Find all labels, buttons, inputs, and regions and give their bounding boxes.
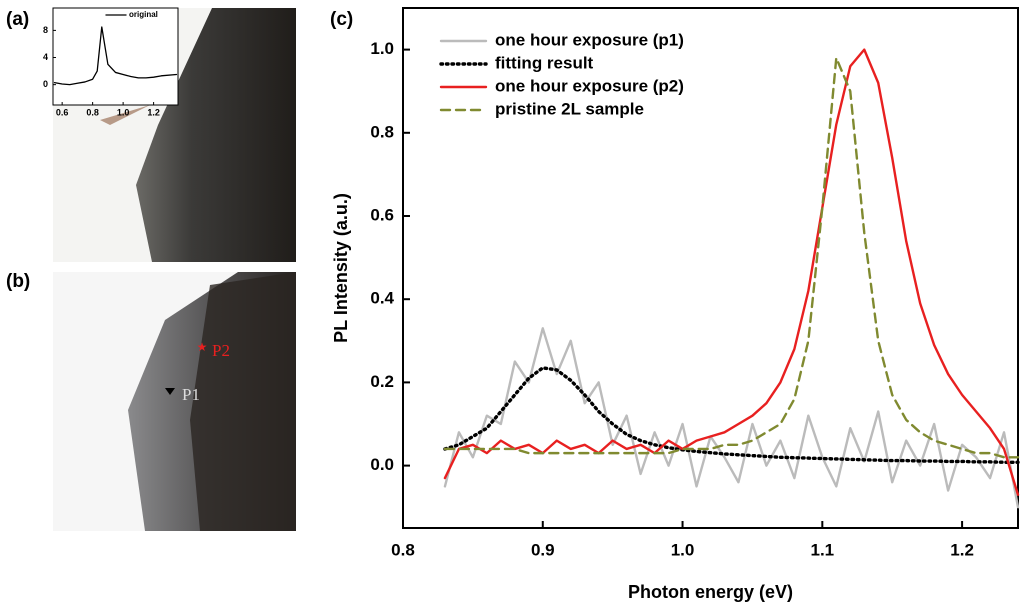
legend-label: one hour exposure (p2) [495,76,684,95]
y-tick-label: 0.2 [370,372,394,391]
x-tick-label: 1.2 [147,107,160,117]
x-tick-label: 0.8 [391,540,415,559]
micrograph-b: ★ P1 P2 [53,272,296,531]
x-tick-label: 1.1 [810,540,834,559]
x-tick-label: 1.2 [950,540,974,559]
y-tick-label: 0.6 [370,205,394,224]
y-tick-label: 0.0 [370,455,394,474]
x-tick-label: 0.6 [56,107,69,117]
panel-label: (c) [330,9,353,30]
series-line [443,327,1020,509]
marker-p2-star: ★ [197,340,208,354]
marker-label: P2 [212,341,230,360]
marker-p1 [165,388,175,395]
legend-label: pristine 2L sample [495,99,644,118]
series-line [443,56,1020,459]
legend-label: original [129,10,158,19]
x-axis-label: Photon energy (eV) [628,582,793,602]
x-tick-label: 1.0 [671,540,695,559]
legend-label: fitting result [495,53,594,72]
series-line [443,48,1020,496]
y-tick-label: 0.4 [370,289,394,308]
y-axis-label: PL Intensity (a.u.) [331,193,351,343]
plot-frame [402,7,1019,529]
legend-label: one hour exposure (p1) [495,30,684,49]
y-tick-label: 1.0 [370,39,394,58]
series-line [53,26,178,86]
y-tick-label: 4 [43,52,48,62]
plot-frame [52,7,179,106]
y-tick-label: 0 [43,79,48,89]
marker-label: P1 [182,385,200,404]
panel-label: (a) [6,9,29,30]
x-tick-label: 0.8 [86,107,99,117]
y-tick-label: 0.8 [370,122,394,141]
y-tick-label: 8 [43,25,48,35]
x-tick-label: 0.9 [531,540,555,559]
series-line [443,366,1020,464]
x-tick-label: 1.0 [117,107,130,117]
panel-label: (b) [6,271,30,292]
